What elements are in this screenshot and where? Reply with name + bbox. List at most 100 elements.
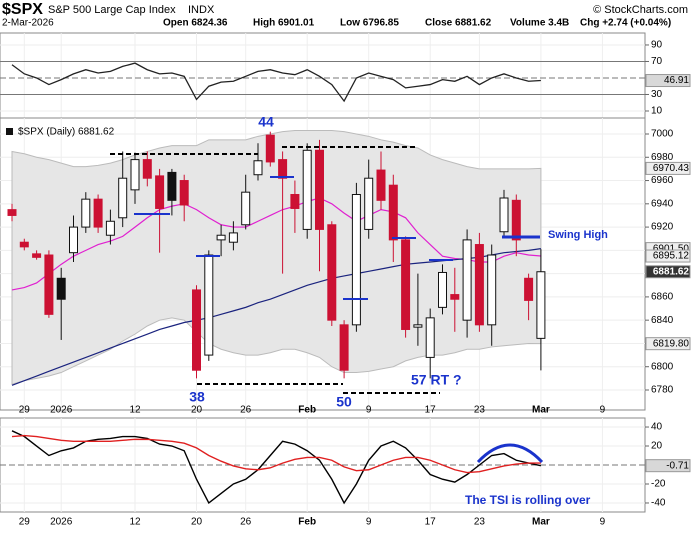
y-tick-label: 30 [651, 89, 663, 100]
indicator-line [11, 430, 542, 505]
candle-body [192, 289, 201, 371]
candle-body [425, 317, 435, 358]
candle-body [401, 239, 411, 330]
candle-body [388, 184, 398, 241]
x-tick-label: 23 [474, 517, 486, 528]
value-marker-label: 6901.50 [653, 243, 690, 254]
source: © StockCharts.com [593, 4, 688, 16]
candle-body [179, 180, 189, 206]
x-tick-label: 23 [474, 405, 486, 416]
candle-body [241, 191, 251, 226]
dashed-levels [110, 146, 440, 394]
date: 2-Mar-2026 [2, 18, 54, 29]
candle-body [142, 159, 152, 179]
candle-body [130, 159, 140, 191]
candle-body [315, 149, 324, 230]
x-tick-label: 2026 [50, 517, 73, 528]
candle-body [204, 254, 214, 356]
candle-body [155, 175, 165, 209]
candle-body [327, 224, 337, 321]
y-tick-label: 6920 [651, 222, 674, 233]
y-tick-label: -40 [651, 498, 666, 509]
candle-body [167, 171, 177, 201]
y-tick-label: 40 [651, 422, 663, 433]
candle-body [413, 324, 423, 328]
candle-body [351, 194, 361, 326]
stat: Low 6796.85 [340, 18, 399, 29]
y-tick-label: 6940 [651, 198, 674, 209]
annotation: Swing High [548, 229, 608, 241]
rsi-line [11, 62, 541, 103]
value-marker-label: 6881.62 [653, 266, 690, 277]
x-tick-label: 17 [425, 517, 437, 528]
annotation: The TSI is rolling over [465, 493, 591, 507]
candle-body [56, 277, 66, 300]
value-marker [645, 161, 691, 175]
stat: Open 6824.36 [163, 18, 228, 29]
symbol: $SPX [2, 1, 43, 18]
y-tick-label: 6980 [651, 152, 674, 163]
candle-body [32, 253, 42, 258]
bollinger-band [11, 130, 542, 385]
y-tick-label: 6840 [651, 315, 674, 326]
x-tick-label: 29 [19, 517, 31, 528]
x-tick-label: 20 [191, 517, 203, 528]
candle-body [487, 254, 497, 326]
candle-body [438, 271, 447, 308]
annotation: 57 RT ? [411, 372, 462, 388]
candle-body [278, 159, 288, 179]
value-marker [645, 249, 691, 263]
candle-body [81, 198, 91, 228]
y-tick-label: 7000 [651, 129, 674, 140]
x-tick-label: 9 [366, 405, 372, 416]
x-tick-label: Mar [532, 517, 550, 528]
stat: Chg +2.74 (+0.04%) [580, 18, 671, 29]
value-marker [645, 337, 691, 351]
annotation: 50 [336, 394, 352, 410]
candle-body [462, 239, 472, 321]
panel [0, 32, 646, 119]
moving-average [11, 197, 541, 291]
candle-body [524, 277, 534, 301]
x-tick-label: Feb [298, 517, 316, 528]
candle-body [536, 271, 546, 339]
x-tick-label: 17 [425, 405, 437, 416]
x-tick-label: 9 [600, 517, 606, 528]
candle-body [216, 234, 226, 241]
arc [476, 443, 544, 464]
x-tick-label: 26 [240, 405, 252, 416]
candle-body [44, 254, 54, 315]
value-marker-label: 6970.43 [653, 163, 690, 174]
exchange: INDX [188, 4, 215, 16]
candle-body [93, 198, 103, 228]
y-tick-label: 20 [651, 441, 663, 452]
candle-body [511, 199, 521, 241]
value-marker [645, 74, 691, 88]
candle-body [499, 197, 509, 233]
x-tick-label: Mar [532, 405, 550, 416]
x-tick-label: 26 [240, 517, 252, 528]
stat: High 6901.01 [253, 18, 315, 29]
x-tick-label: 12 [129, 405, 141, 416]
value-marker [645, 265, 691, 279]
stat: Close 6881.62 [425, 18, 492, 29]
y-tick-label: 6960 [651, 175, 674, 186]
candle-body [339, 324, 349, 371]
candle-body [302, 149, 312, 230]
y-tick-label: 6780 [651, 385, 674, 396]
candle-body [290, 194, 300, 209]
candle-body [474, 244, 484, 326]
y-tick-label: -20 [651, 479, 666, 490]
candle-body [376, 169, 386, 201]
candle-body [105, 220, 115, 236]
annotation-layer [110, 146, 544, 464]
value-marker-label: 46.91 [664, 75, 689, 86]
annotation: 38 [189, 389, 205, 405]
value-marker-label: -0.71 [666, 460, 689, 471]
index-name: S&P 500 Large Cap Index [48, 4, 176, 16]
x-tick-label: 2026 [50, 405, 73, 416]
candle-body [253, 160, 263, 176]
annotation: 44 [258, 114, 274, 130]
